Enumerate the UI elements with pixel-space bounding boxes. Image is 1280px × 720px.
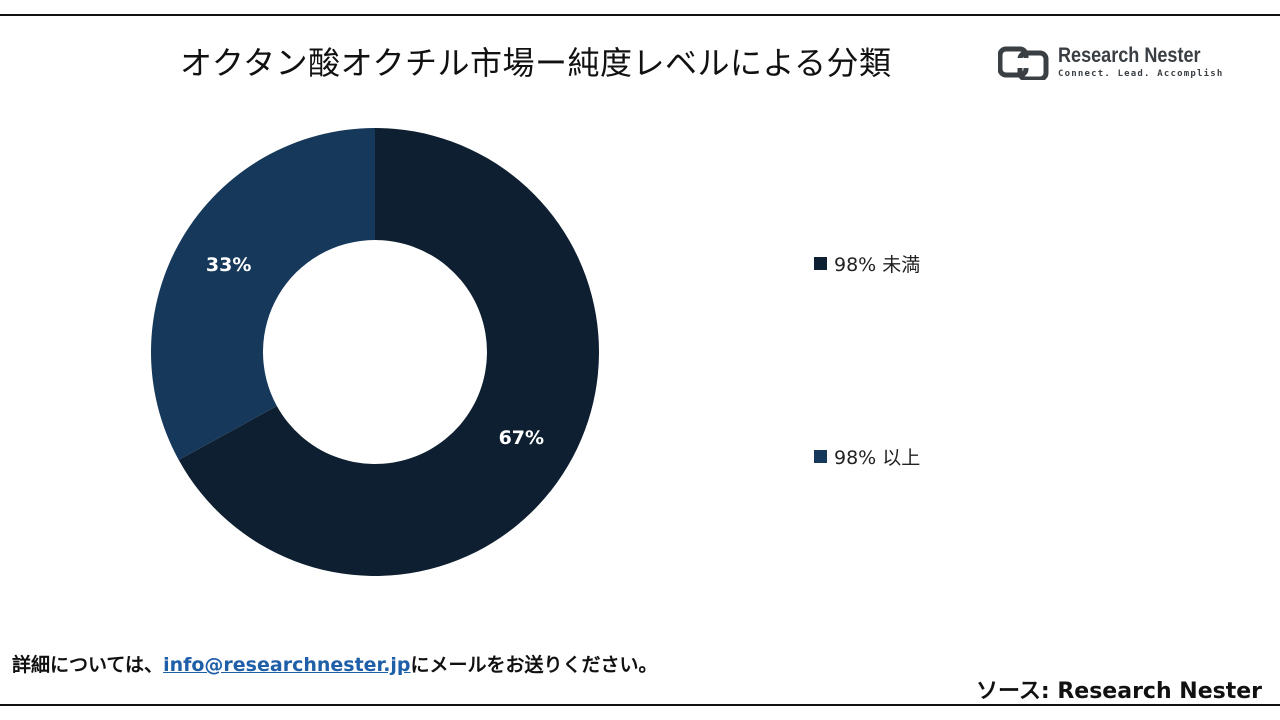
legend-item-under-98: 98% 未満 <box>814 250 920 277</box>
legend-label-98-and-above: 98% 以上 <box>834 447 921 469</box>
source-credit: ソース: Research Nester <box>975 679 1262 704</box>
research-nester-logo-icon <box>998 46 1049 80</box>
chart-title: オクタン酸オクチル市場ー純度レベルによる分類 <box>180 44 892 82</box>
legend-item-98-and-above: 98% 以上 <box>814 443 920 470</box>
logo-tagline: Connect. Lead. Accomplish <box>1058 69 1224 79</box>
slice-98-and-above <box>150 128 375 460</box>
logo-name: Research Nester <box>1058 44 1201 67</box>
research-nester-logo: Research Nester Connect. Lead. Accomplis… <box>998 44 1228 84</box>
contact-note-prefix: 詳細については、 <box>12 654 164 676</box>
top-rule <box>0 14 1280 16</box>
legend-swatch-under-98 <box>814 257 827 270</box>
bottom-rule <box>0 704 1280 706</box>
legend-swatch-98-and-above <box>814 450 827 463</box>
legend-label-under-98: 98% 未満 <box>834 254 921 276</box>
slice-under-98-label: 67% <box>499 427 544 449</box>
contact-email-link[interactable]: info@researchnester.jp <box>163 654 411 676</box>
slice-under-98 <box>178 128 599 576</box>
contact-note-suffix: にメールをお送りください。 <box>410 654 658 676</box>
contact-note: 詳細については、info@researchnester.jpにメールをお送りくだ… <box>12 650 658 677</box>
slice-98-and-above-label: 33% <box>206 254 251 276</box>
